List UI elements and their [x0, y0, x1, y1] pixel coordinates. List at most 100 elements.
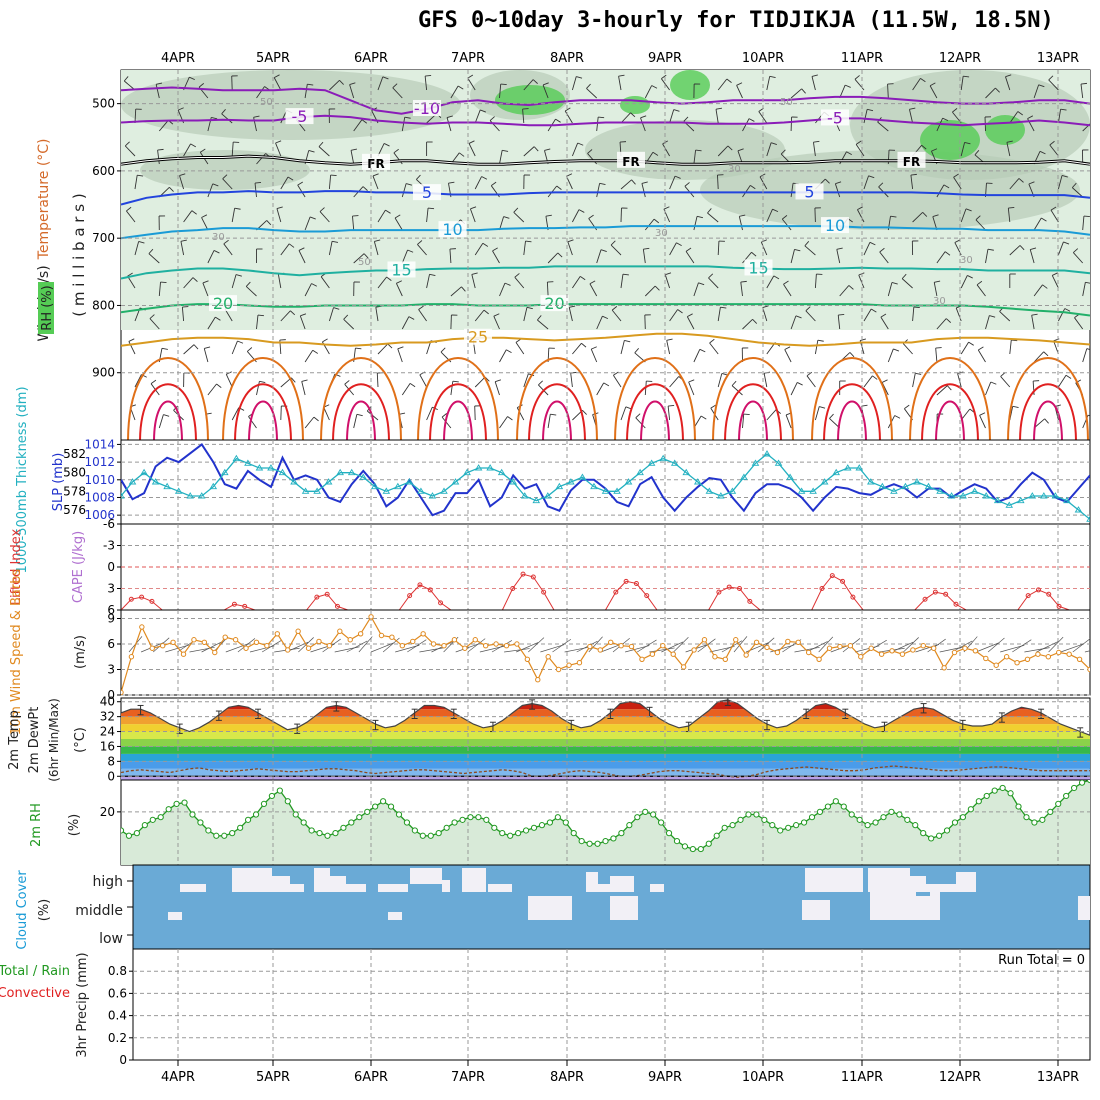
- rh-marker: [1023, 814, 1030, 821]
- wind-barb: [686, 316, 695, 330]
- wind-barb: [742, 118, 750, 132]
- li-marker: [953, 601, 959, 607]
- rh-marker: [491, 824, 498, 831]
- wind-barb-flag: [200, 148, 206, 153]
- wind-barb-flag: [683, 116, 689, 122]
- wind-barb: [935, 348, 938, 363]
- wind10-marker: [274, 631, 280, 637]
- wind-barb-flag: [247, 347, 253, 352]
- rh-marker: [785, 824, 792, 831]
- wind-barb-flag: [782, 214, 788, 220]
- thickness-marker: [1016, 496, 1025, 504]
- rh-marker: [562, 819, 569, 826]
- wind10-barb: [661, 641, 684, 653]
- rh-marker: [912, 822, 919, 829]
- wind-barb: [912, 211, 923, 223]
- y-tick-label: -6: [103, 517, 115, 531]
- contour-label: FR: [367, 157, 384, 171]
- precip-grid: [133, 949, 1090, 1060]
- wind-barb: [669, 309, 678, 322]
- rh-marker: [316, 830, 323, 837]
- y-tick-label: 6: [107, 637, 115, 651]
- rh-marker: [364, 808, 371, 815]
- wind-barb: [256, 153, 267, 165]
- wind-barb: [1009, 245, 1021, 256]
- thickness-marker: [359, 473, 368, 480]
- thickness-marker: [209, 482, 218, 490]
- wind-barb-flag: [182, 306, 189, 308]
- wind-barb-flag: [1064, 308, 1071, 312]
- heat-contour: [811, 357, 893, 440]
- wind-barb-flag: [452, 380, 459, 383]
- y-tick-label: 3: [107, 582, 115, 596]
- rh-marker: [530, 824, 538, 831]
- wind-barb-flag: [287, 176, 294, 181]
- wind-barb-flag: [736, 82, 743, 86]
- wind-barb-flag: [805, 306, 811, 312]
- rh-marker: [1071, 784, 1078, 792]
- wind-barb: [492, 250, 500, 264]
- wind10-marker: [159, 643, 166, 649]
- wind-barb: [450, 286, 462, 297]
- wind-barb: [887, 83, 889, 99]
- wind10-marker: [326, 643, 333, 649]
- wind-barb-flag: [915, 372, 922, 375]
- wind10-marker: [972, 648, 979, 654]
- wind-barb: [804, 245, 816, 256]
- rh-marker: [467, 814, 474, 821]
- wind-barb-flag: [276, 206, 283, 209]
- rh-contour-label: 50: [260, 97, 273, 108]
- wind-barb: [207, 183, 214, 198]
- wind-barb-flag: [1060, 108, 1067, 111]
- thickness-tick-label: 582: [63, 447, 86, 461]
- wind-barb: [1000, 376, 1011, 388]
- wind-barb-flag: [504, 282, 511, 286]
- thickness-marker: [913, 478, 921, 485]
- wind-barb-flag: [300, 313, 307, 317]
- wind-barb: [474, 309, 485, 322]
- precip-axis: 0 0.2 0.4 0.6 0.8: [108, 964, 133, 1067]
- wind-barb-flag: [569, 305, 576, 308]
- date-label-top: 4APR: [161, 51, 195, 66]
- rh-marker: [626, 822, 633, 829]
- thickness-marker: [578, 473, 587, 480]
- wind-barb-flag: [1019, 245, 1025, 251]
- wind-barb: [202, 282, 209, 297]
- thickness-marker: [809, 487, 817, 494]
- rh-moist-patch: [985, 115, 1025, 145]
- wind-barb: [179, 175, 185, 190]
- wind-barb: [201, 217, 209, 231]
- wind-barb: [392, 87, 403, 99]
- wind-barb-flag: [542, 82, 549, 86]
- wind-barb-flag: [963, 75, 970, 78]
- rh-marker: [761, 816, 768, 823]
- wind-barb-flag: [582, 409, 587, 415]
- wind-barb-flag: [163, 414, 170, 417]
- wind-barb: [855, 144, 865, 157]
- heat-contour: [738, 400, 768, 440]
- wind10-marker: [191, 637, 197, 643]
- wind-barb: [401, 183, 407, 198]
- wind10-marker: [764, 644, 770, 651]
- wind10-barb: [346, 640, 368, 653]
- wind-barb: [231, 208, 236, 223]
- wind-barb-flag: [544, 148, 551, 151]
- wind-barb: [418, 309, 427, 322]
- wind-barb-flag: [483, 309, 489, 315]
- wind10-marker: [232, 637, 239, 643]
- li-marker: [850, 594, 856, 600]
- thickness-marker: [486, 464, 494, 471]
- wind-barb-flag: [386, 276, 392, 282]
- wind-barb-flag: [394, 214, 401, 219]
- wind-barb-flag: [555, 118, 561, 123]
- wind-barb: [537, 319, 549, 330]
- wind10-marker: [347, 637, 353, 643]
- wind-barb: [902, 343, 913, 355]
- y-tick-label: 500: [92, 97, 115, 111]
- wind10-barb: [491, 640, 513, 653]
- wind-barb: [134, 374, 142, 388]
- wind-barb: [377, 343, 389, 355]
- wind-barb-flag: [392, 83, 398, 89]
- rh-axis: 20: [100, 805, 121, 819]
- wind-barb: [1080, 84, 1084, 99]
